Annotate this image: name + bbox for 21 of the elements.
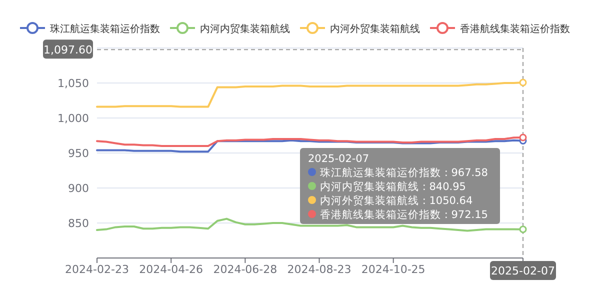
x-tick-label: 2024-10-25 <box>361 263 426 276</box>
annotation: 珠江航运集装箱运价指数 : 967.58 <box>320 166 488 179</box>
y-tick-label: 900 <box>68 182 89 195</box>
annotation: 内河内贸集装箱航线 : 840.95 <box>320 180 466 193</box>
annotation: 内河外贸集装箱航线 : 1050.64 <box>320 194 473 207</box>
y-tick-label: 850 <box>68 217 89 230</box>
y-tick-label: 1,050 <box>58 77 89 90</box>
legend-label: 内河外贸集装箱航线 <box>330 23 420 35</box>
y-tick-label: 1,000 <box>58 112 89 125</box>
x-tick-label: 2024-06-28 <box>213 263 278 276</box>
annotation: 2025-02-07 <box>308 153 370 165</box>
annotation: 香港航线集装箱运价指数 : 972.15 <box>320 208 488 221</box>
x-tick-label: 2024-02-23 <box>65 263 129 276</box>
x-tick-label: 2025-02-07 <box>491 264 555 278</box>
x-tick-label: 2024-04-26 <box>139 263 204 276</box>
x-tick-label: 2024-08-23 <box>287 263 352 276</box>
y-tick-label: 950 <box>68 147 89 160</box>
legend-label: 珠江航运集装箱运价指数 <box>50 23 160 35</box>
legend-label: 香港航线集装箱运价指数 <box>460 23 570 35</box>
legend-label: 内河内贸集装箱航线 <box>200 23 290 35</box>
ref-line-label: 1,097.60 <box>44 44 92 57</box>
